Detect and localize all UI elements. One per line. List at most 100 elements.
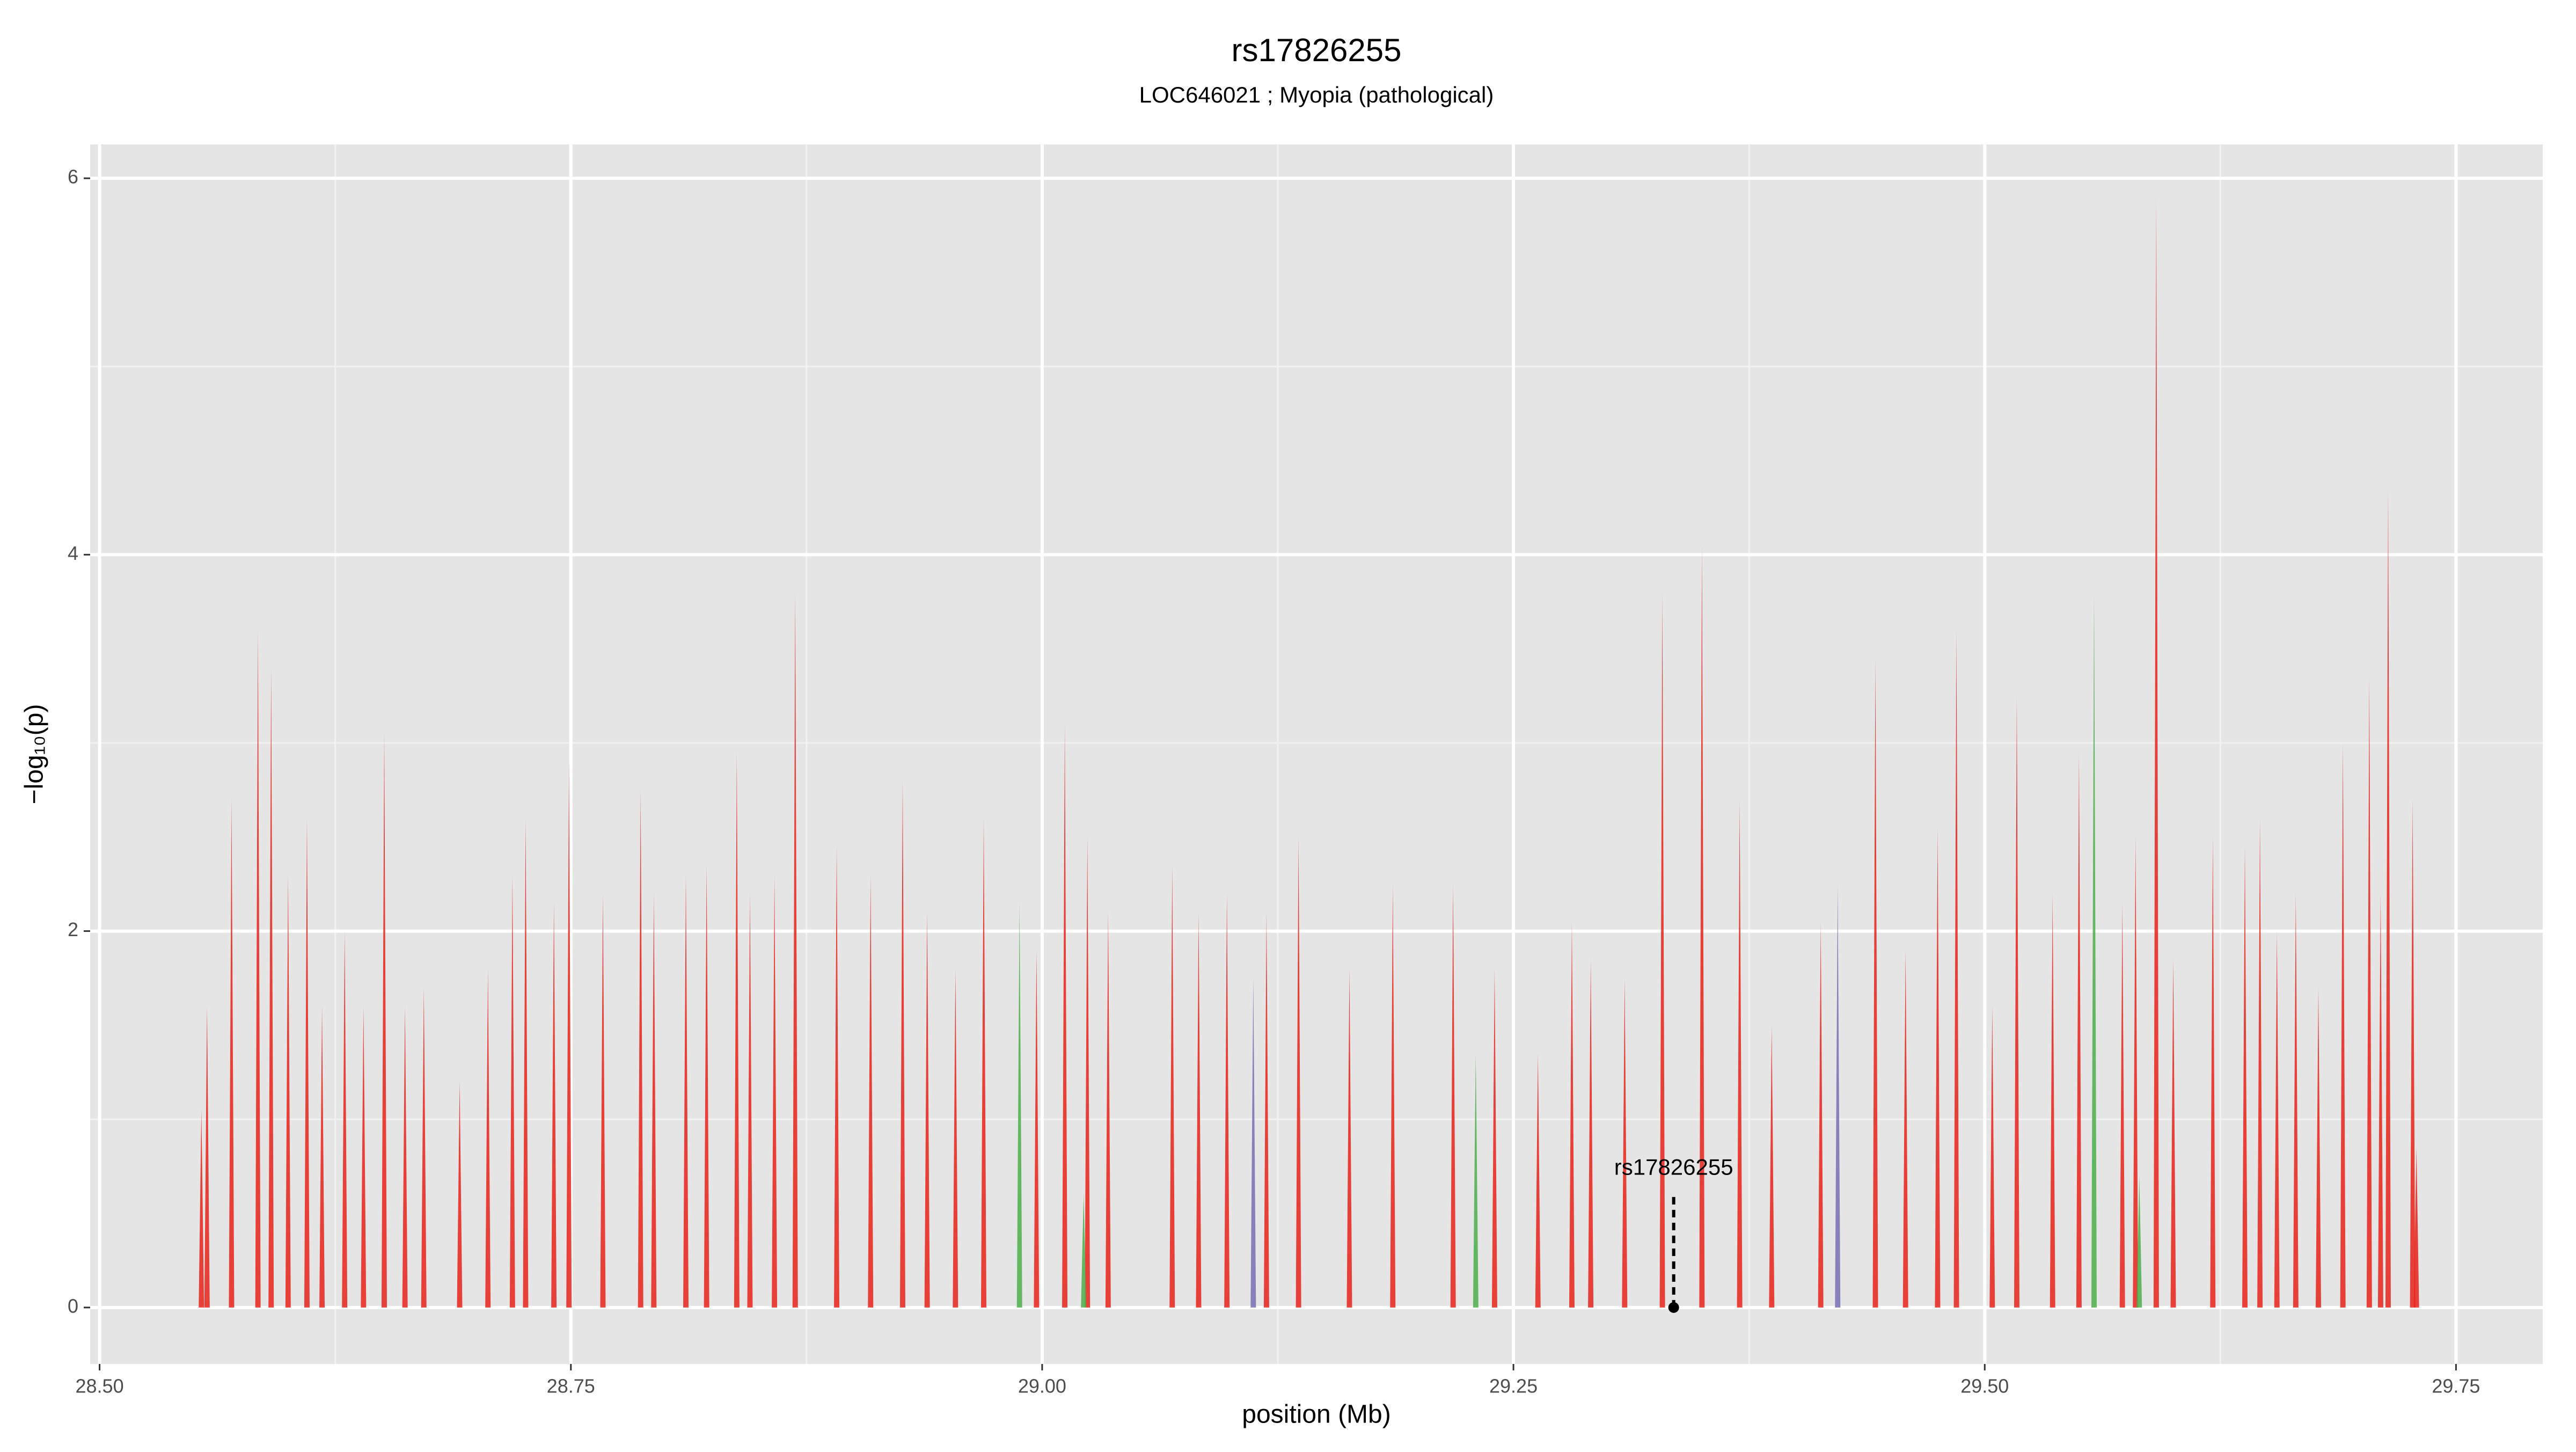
spike <box>229 799 235 1308</box>
spike <box>2050 893 2055 1308</box>
spike <box>981 818 987 1308</box>
x-tick-label: 28.75 <box>547 1375 595 1397</box>
spike <box>2242 846 2248 1308</box>
spike <box>1081 1194 1087 1308</box>
x-tick-label: 29.50 <box>1960 1375 2009 1397</box>
spike <box>2274 931 2280 1308</box>
spike <box>1473 1053 1479 1308</box>
x-tick-label: 29.25 <box>1489 1375 1538 1397</box>
spike <box>2293 893 2299 1308</box>
spike <box>1169 865 1175 1308</box>
spike <box>2315 987 2321 1308</box>
spike <box>772 874 778 1308</box>
spike <box>2119 902 2125 1308</box>
spike <box>268 667 274 1308</box>
spike <box>1699 545 1705 1308</box>
spike <box>1062 724 1068 1308</box>
spike <box>651 893 657 1308</box>
spike <box>523 818 529 1308</box>
x-tick-label: 29.75 <box>2432 1375 2480 1397</box>
spike <box>304 818 310 1308</box>
spike <box>381 733 387 1308</box>
spike <box>1085 837 1091 1308</box>
spike <box>1263 912 1269 1308</box>
spike <box>1872 658 1878 1308</box>
chart-subtitle: LOC646021 ; Myopia (pathological) <box>1139 82 1494 107</box>
spike <box>421 987 427 1308</box>
spike <box>1196 912 1202 1308</box>
spike <box>1835 884 1841 1308</box>
spike <box>2133 837 2139 1308</box>
spike <box>1737 799 1743 1308</box>
spike <box>566 762 572 1308</box>
y-tick-label: 4 <box>68 542 78 564</box>
spike <box>2340 742 2346 1308</box>
spike <box>509 874 515 1308</box>
spike <box>953 968 958 1308</box>
spike <box>1390 884 1396 1308</box>
y-tick-label: 6 <box>68 166 78 188</box>
spike <box>1034 950 1040 1308</box>
spike <box>1622 978 1628 1308</box>
spike <box>1105 912 1111 1308</box>
spike <box>1989 1006 1995 1308</box>
spike <box>199 1110 204 1308</box>
spike <box>2410 799 2416 1308</box>
spike <box>747 893 753 1308</box>
spike <box>342 931 348 1308</box>
spike <box>1250 978 1256 1308</box>
spike <box>704 865 709 1308</box>
spike <box>1296 837 1301 1308</box>
spike <box>319 1006 325 1308</box>
spike <box>2413 1147 2419 1308</box>
spike <box>924 912 930 1308</box>
spike <box>2091 592 2097 1308</box>
spike <box>1769 1025 1775 1308</box>
y-tick-label: 0 <box>68 1295 78 1317</box>
spike <box>792 592 798 1308</box>
spike <box>734 752 740 1308</box>
spike <box>638 790 643 1308</box>
x-tick-label: 28.50 <box>76 1375 124 1397</box>
chart-title: rs17826255 <box>1232 32 1402 68</box>
annotation-point <box>1668 1302 1679 1313</box>
spike <box>899 780 905 1308</box>
spike <box>1818 922 1824 1308</box>
spike <box>2210 837 2216 1308</box>
x-tick-label: 29.00 <box>1018 1375 1066 1397</box>
spike <box>1450 884 1456 1308</box>
spike <box>361 1006 367 1308</box>
spike <box>2136 1176 2142 1308</box>
spike <box>1569 922 1575 1308</box>
spike <box>402 1006 408 1308</box>
y-tick-label: 2 <box>68 918 78 940</box>
spike <box>1953 630 1959 1308</box>
spike <box>2153 197 2159 1308</box>
spike <box>834 846 840 1308</box>
spike <box>868 874 874 1308</box>
spike <box>1588 959 1594 1308</box>
spike <box>1902 950 1908 1308</box>
spike <box>2377 893 2383 1308</box>
spike <box>1346 968 1352 1308</box>
spike <box>2014 696 2019 1308</box>
spike <box>2170 959 2176 1308</box>
y-axis-title: −log₁₀(p) <box>20 704 49 805</box>
spike <box>2366 677 2372 1308</box>
spike <box>285 874 291 1308</box>
spike <box>1224 893 1230 1308</box>
spike <box>1016 902 1022 1308</box>
spike <box>2385 488 2391 1308</box>
spike <box>1535 1053 1541 1308</box>
grid <box>90 144 2543 1364</box>
spike <box>457 1082 463 1308</box>
spike <box>485 968 491 1308</box>
spike <box>1491 968 1497 1308</box>
spike <box>2076 752 2082 1308</box>
spike <box>600 893 606 1308</box>
annotation-label: rs17826255 <box>1614 1155 1733 1180</box>
spike <box>255 630 261 1308</box>
spike <box>2257 818 2263 1308</box>
